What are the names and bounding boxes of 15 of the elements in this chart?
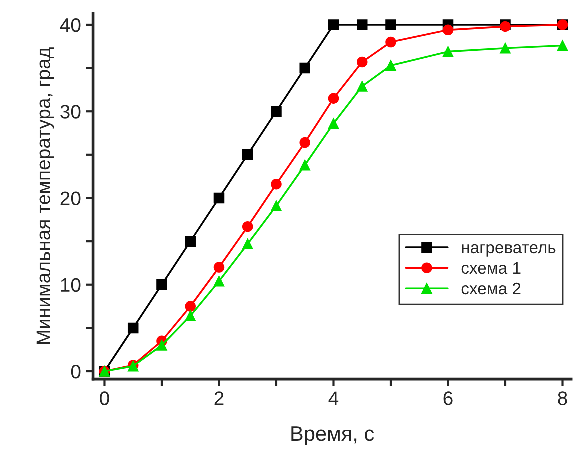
- y-tick-label: 0: [71, 364, 81, 379]
- x-tick-label: 8: [558, 392, 568, 406]
- x-tick-label: 2: [214, 392, 224, 406]
- x-tick-label: 4: [328, 392, 339, 406]
- x-tick-label: 0: [100, 392, 110, 406]
- x-tick-label: 6: [444, 392, 453, 406]
- y-axis-title: Минимальная температура, град: [36, 48, 54, 344]
- x-axis-title: Время, с: [292, 426, 374, 446]
- y-tick-label: 10: [61, 278, 81, 292]
- legend-label: схема 1: [462, 262, 521, 274]
- y-tick-label: 40: [60, 18, 81, 32]
- y-tick-label: 20: [60, 192, 81, 206]
- legend-label: схема 2: [462, 282, 521, 295]
- y-tick-label: 30: [60, 105, 81, 119]
- legend-label: нагреватель: [462, 244, 556, 257]
